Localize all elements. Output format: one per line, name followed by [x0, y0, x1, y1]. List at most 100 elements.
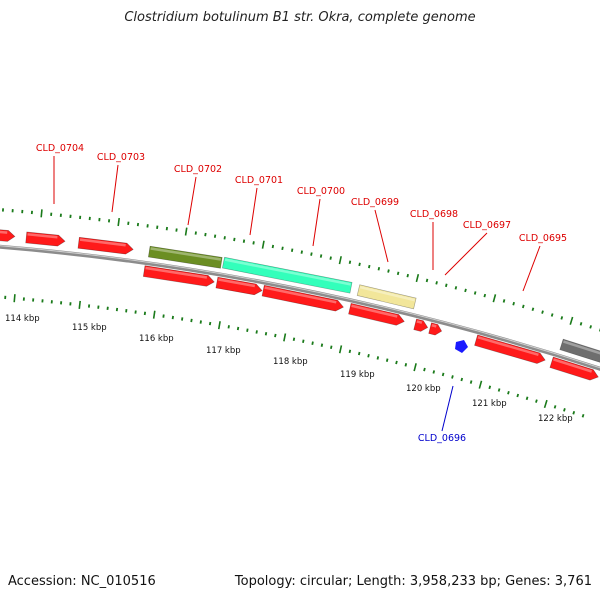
gene-label-cld_0697: CLD_0697 — [463, 220, 511, 231]
gene-label-cld_0701: CLD_0701 — [235, 175, 283, 186]
major-tick — [152, 310, 156, 319]
minor-tick — [516, 393, 520, 398]
minor-tick — [300, 250, 303, 254]
major-tick — [261, 240, 265, 249]
gene-arrow-blue — [455, 340, 468, 353]
minor-tick — [190, 318, 193, 323]
minor-tick — [357, 351, 361, 356]
outer-tick-row — [1, 208, 600, 332]
gene-label-cld_0702: CLD_0702 — [174, 164, 222, 175]
gene-arrow — [77, 236, 134, 255]
minor-tick — [329, 256, 332, 260]
gene-arrow — [0, 229, 16, 242]
major-tick — [117, 217, 120, 227]
minor-tick — [227, 325, 230, 329]
minor-tick — [473, 291, 477, 295]
minor-tick — [330, 345, 333, 349]
minor-tick — [199, 320, 202, 324]
gene-label-cld_0700: CLD_0700 — [297, 186, 345, 197]
minor-tick — [271, 244, 275, 249]
gene-arrow — [215, 276, 263, 296]
major-tick — [217, 321, 221, 330]
minor-tick — [236, 326, 240, 331]
minor-tick — [242, 239, 246, 243]
minor-tick — [589, 325, 593, 329]
minor-tick — [385, 358, 389, 362]
minor-tick — [290, 248, 294, 252]
gene-arrow — [474, 334, 546, 364]
kbp-tick-label: 119 kbp — [340, 370, 375, 380]
minor-tick — [454, 286, 458, 290]
minor-tick — [572, 410, 576, 415]
major-tick — [13, 294, 16, 303]
minor-tick — [264, 331, 268, 336]
minor-tick — [404, 363, 408, 367]
accession-text: Accession: NC_010516 — [8, 574, 156, 589]
minor-tick — [432, 370, 436, 374]
minor-tick — [435, 281, 438, 285]
minor-tick — [348, 349, 352, 354]
gene-arrow — [549, 356, 599, 381]
minor-tick — [302, 339, 305, 343]
minor-tick — [541, 310, 544, 314]
minor-tick — [483, 293, 487, 298]
minor-tick — [396, 271, 400, 276]
minor-tick — [507, 390, 510, 395]
minor-tick — [367, 264, 371, 269]
minor-tick — [213, 234, 217, 238]
minor-tick — [563, 408, 566, 412]
label-leader-line — [444, 232, 488, 276]
minor-tick — [451, 375, 454, 379]
minor-tick — [395, 360, 398, 365]
gene-arrow — [348, 302, 405, 326]
gene-label-cld_0696: CLD_0696 — [418, 433, 466, 444]
label-leader-line — [522, 245, 541, 292]
minor-tick — [512, 301, 515, 306]
minor-tick — [525, 396, 529, 401]
kbp-tick-label: 115 kbp — [72, 323, 107, 333]
minor-tick — [581, 414, 585, 418]
minor-tick — [233, 237, 236, 242]
major-tick — [413, 363, 417, 372]
label-leader-line — [312, 198, 321, 247]
kbp-tick-label: 117 kbp — [206, 346, 241, 356]
minor-tick — [319, 254, 323, 258]
major-tick — [338, 345, 343, 354]
major-tick — [492, 294, 497, 303]
minor-tick — [444, 283, 448, 288]
kbp-tick-label: 120 kbp — [406, 384, 441, 394]
minor-tick — [223, 236, 226, 240]
kbp-tick-label: 121 kbp — [472, 399, 507, 409]
minor-tick — [208, 321, 212, 326]
minor-tick — [194, 231, 197, 235]
minor-tick — [488, 385, 492, 390]
minor-tick — [292, 337, 296, 342]
minor-tick — [377, 267, 381, 271]
kbp-tick-label: 114 kbp — [5, 314, 40, 324]
label-leader-line — [374, 209, 389, 263]
major-tick — [478, 380, 483, 389]
minor-tick — [181, 317, 184, 321]
major-tick — [415, 273, 420, 283]
minor-tick — [320, 343, 324, 347]
major-tick — [184, 227, 188, 236]
minor-tick — [204, 232, 207, 237]
minor-tick — [311, 341, 314, 345]
gene-arrow — [428, 322, 443, 336]
kbp-tick-label: 118 kbp — [273, 357, 308, 367]
minor-tick — [579, 322, 583, 326]
major-tick — [338, 256, 342, 265]
minor-tick — [246, 328, 249, 332]
gene-arrow — [559, 338, 600, 364]
gene-label-cld_0704: CLD_0704 — [36, 143, 84, 154]
minor-tick — [252, 241, 255, 245]
genome-summary-text: Topology: circular; Length: 3,958,233 bp… — [234, 574, 592, 589]
gene-arrow — [148, 245, 223, 269]
minor-tick — [550, 313, 554, 317]
gene-arrow — [142, 265, 215, 287]
minor-tick — [553, 405, 557, 409]
label-leader-line — [249, 187, 258, 236]
major-tick — [78, 300, 81, 309]
minor-tick — [387, 269, 390, 273]
